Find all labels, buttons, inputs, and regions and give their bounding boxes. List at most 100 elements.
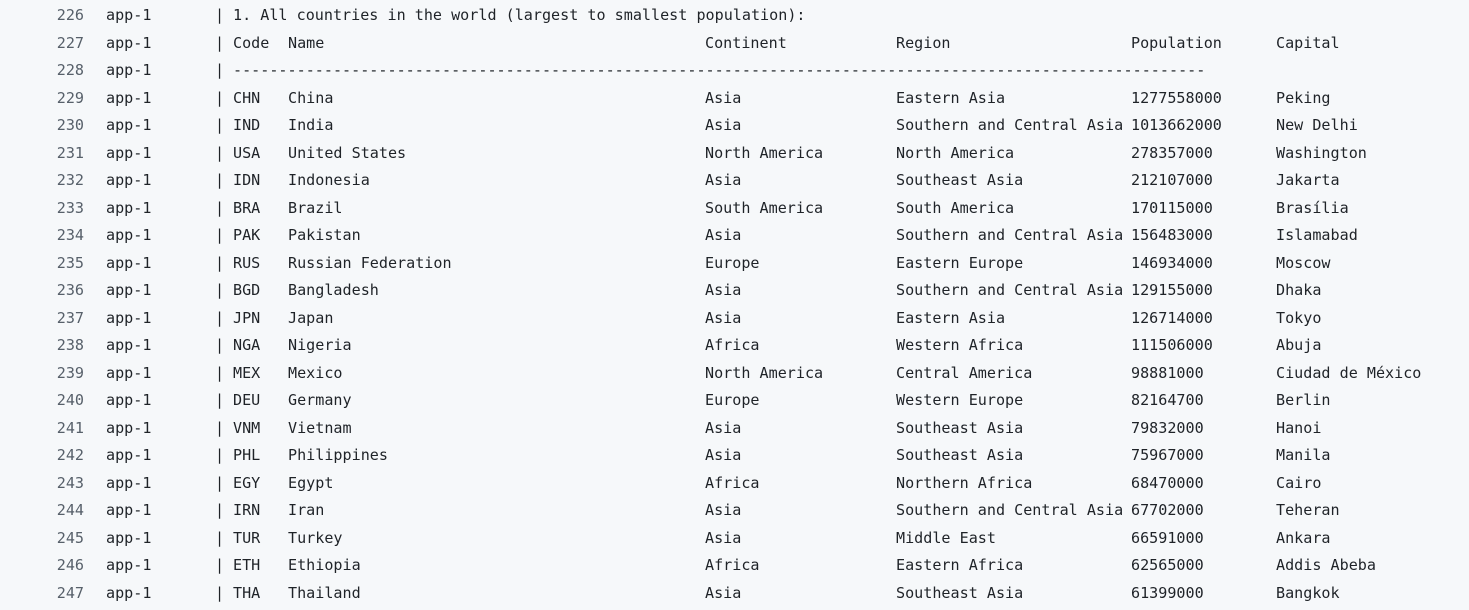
- cell-code: PHL: [233, 446, 261, 464]
- line-number: 240: [56, 391, 84, 409]
- cell-capital: Tokyo: [1276, 308, 1322, 327]
- table-row: 245 app-1 | TUR Turkey Asia Middle East 6659100…: [0, 525, 1469, 553]
- log-line: 228 app-1 | -------------------------------…: [0, 57, 1469, 85]
- cell-continent: Asia: [705, 308, 742, 327]
- table-row: 233 app-1 | BRA Brazil South America South Ame…: [0, 195, 1469, 223]
- cell-region: North America: [896, 143, 1015, 162]
- cell-region: Eastern Africa: [896, 556, 1024, 574]
- separator: |: [215, 116, 225, 134]
- service-name: app-1: [106, 253, 152, 272]
- cell-capital: Brasília: [1276, 198, 1349, 217]
- cell-code: IND: [233, 116, 261, 134]
- table-row: 242 app-1 | PHL Philippines Asia Southeast Asi…: [0, 442, 1469, 470]
- service-name: app-1: [106, 501, 152, 519]
- separator: |: [215, 473, 225, 492]
- cell-code: IRN: [233, 501, 261, 519]
- cell-continent: Asia: [705, 116, 742, 134]
- service-name: app-1: [106, 308, 152, 327]
- service-name: app-1: [106, 226, 152, 244]
- cell-population: 156483000: [1131, 226, 1213, 244]
- service-name: app-1: [106, 418, 152, 437]
- cell-continent: Africa: [705, 473, 760, 492]
- cell-name: Nigeria: [288, 336, 352, 354]
- cell-name: Egypt: [288, 473, 334, 492]
- cell-capital: Washington: [1276, 143, 1367, 162]
- cell-population: 170115000: [1131, 198, 1213, 217]
- separator: |: [215, 391, 225, 409]
- cell-name: Russian Federation: [288, 253, 452, 272]
- cell-continent: Asia: [705, 446, 742, 464]
- cell-population: 1277558000: [1131, 88, 1222, 107]
- table-row: 243 app-1 | EGY Egypt Africa Northern Africa 68…: [0, 470, 1469, 498]
- cell-continent: Africa: [705, 556, 760, 574]
- separator: |: [215, 556, 225, 574]
- cell-code: VNM: [233, 418, 261, 437]
- cell-region: Southeast Asia: [896, 446, 1024, 464]
- service-name: app-1: [106, 473, 152, 492]
- cell-name: Turkey: [288, 528, 343, 547]
- separator: |: [215, 88, 225, 107]
- cell-continent: Europe: [705, 391, 760, 409]
- cell-code: MEX: [233, 363, 261, 382]
- service-name: app-1: [106, 33, 152, 52]
- cell-population: 126714000: [1131, 308, 1213, 327]
- table-row: 246 app-1 | ETH Ethiopia Africa Eastern Africa…: [0, 552, 1469, 580]
- line-number: 234: [56, 226, 84, 244]
- cell-population: 146934000: [1131, 253, 1213, 272]
- line-number: 247: [56, 583, 84, 602]
- cell-region: Southeast Asia: [896, 583, 1024, 602]
- table-row: 231 app-1 | USA United States North America No…: [0, 140, 1469, 168]
- cell-capital: Bangkok: [1276, 583, 1340, 602]
- log-line: 226 app-1 | 1. All countries in the world (…: [0, 2, 1469, 30]
- log-line: 227 app-1 | Code Name Continent Region Populati…: [0, 30, 1469, 58]
- cell-population: 68470000: [1131, 473, 1204, 492]
- cell-continent: Asia: [705, 171, 742, 189]
- cell-name: Indonesia: [288, 171, 370, 189]
- cell-code: JPN: [233, 308, 261, 327]
- service-name: app-1: [106, 391, 152, 409]
- cell-code: TUR: [233, 528, 261, 547]
- cell-continent: Asia: [705, 501, 742, 519]
- cell-population: 82164700: [1131, 391, 1204, 409]
- cell-capital: Dhaka: [1276, 281, 1322, 299]
- cell-capital: Abuja: [1276, 336, 1322, 354]
- separator: |: [215, 446, 225, 464]
- table-row: 230 app-1 | IND India Asia Southern and Centra…: [0, 112, 1469, 140]
- service-name: app-1: [106, 363, 152, 382]
- service-name: app-1: [106, 556, 152, 574]
- header-population: Population: [1131, 33, 1222, 52]
- service-name: app-1: [106, 171, 152, 189]
- cell-region: Southern and Central Asia: [896, 501, 1124, 519]
- line-number: 245: [56, 528, 84, 547]
- cell-population: 79832000: [1131, 418, 1204, 437]
- separator: |: [215, 418, 225, 437]
- cell-capital: Cairo: [1276, 473, 1322, 492]
- header-code: Code: [233, 33, 270, 52]
- cell-name: Thailand: [288, 583, 361, 602]
- table-row: 236 app-1 | BGD Bangladesh Asia Southern and C…: [0, 277, 1469, 305]
- table-row: 247 app-1 | THA Thailand Asia Southeast Asia 61…: [0, 580, 1469, 608]
- separator: |: [215, 336, 225, 354]
- line-number: 232: [56, 171, 84, 189]
- cell-region: Eastern Asia: [896, 88, 1006, 107]
- table-row: 238 app-1 | NGA Nigeria Africa Western Africa 1…: [0, 332, 1469, 360]
- cell-capital: Teheran: [1276, 501, 1340, 519]
- cell-capital: Berlin: [1276, 391, 1331, 409]
- cell-capital: Peking: [1276, 88, 1331, 107]
- header-continent: Continent: [705, 33, 787, 52]
- cell-population: 212107000: [1131, 171, 1213, 189]
- cell-name: China: [288, 88, 334, 107]
- dash-separator-line: ----------------------------------------…: [233, 61, 1206, 79]
- cell-name: Mexico: [288, 363, 343, 382]
- separator: |: [215, 6, 225, 24]
- cell-code: THA: [233, 583, 261, 602]
- cell-capital: New Delhi: [1276, 116, 1358, 134]
- cell-population: 67702000: [1131, 501, 1204, 519]
- table-row: 240 app-1 | DEU Germany Europe Western Europe 8…: [0, 387, 1469, 415]
- line-number: 228: [56, 61, 84, 79]
- service-name: app-1: [106, 6, 152, 24]
- separator: |: [215, 501, 225, 519]
- cell-name: Japan: [288, 308, 334, 327]
- table-row: 244 app-1 | IRN Iran Asia Southern and Central…: [0, 497, 1469, 525]
